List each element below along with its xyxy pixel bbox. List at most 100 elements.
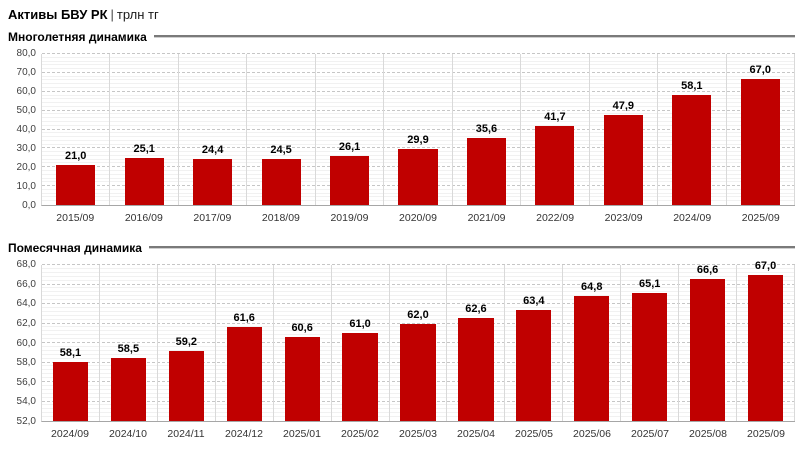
bar-value-label: 24,4: [201, 143, 224, 156]
x-tick-label: 2025/04: [457, 428, 495, 440]
bar-cell: 24,5: [247, 54, 316, 205]
bar-cell: 62,0: [390, 265, 448, 421]
monthly-bar-chart: 52,0 54,0 56,0 58,0 60,0 62,0 64,0 66,0 68,0 58,…: [8, 260, 795, 440]
x-tick-label: 2025/01: [283, 428, 321, 440]
x-tick-label: 2025/02: [341, 428, 379, 440]
bar-cell: 26,1: [316, 54, 385, 205]
bar: [603, 114, 643, 205]
bar-value-label: 61,0: [349, 318, 371, 331]
bar-cell: 21,0: [42, 54, 111, 205]
gridline-minor: [42, 113, 795, 115]
x-tick-label: 2024/11: [167, 428, 205, 440]
monthly-section-header: Помесячная динамика: [0, 239, 800, 256]
y-tick-label: 0,0: [22, 200, 36, 211]
gridline-minor: [42, 105, 795, 107]
bar-value-label: 66,6: [696, 263, 719, 276]
x-tick-label: 2025/09: [747, 428, 785, 440]
y-tick-label: 50,0: [16, 105, 36, 116]
gridline-minor: [42, 318, 795, 320]
bar-cell: 60,6: [274, 265, 332, 421]
gridline-minor: [42, 64, 795, 66]
annual-section-header: Многолетняя динамика: [0, 28, 800, 45]
y-tick-label: 80,0: [16, 48, 36, 59]
y-axis: 0,0 10,0 20,0 30,0 40,0 50,0 60,0 70,0 80,0: [8, 49, 41, 211]
bar-cell: 66,6: [679, 264, 738, 421]
x-tick-label: 2019/09: [330, 212, 369, 224]
gridline-minor: [42, 279, 795, 281]
bar: [747, 274, 784, 421]
gridline-minor: [42, 271, 795, 273]
gridline-minor: [42, 143, 795, 145]
bar: [535, 126, 575, 205]
x-tick-label: 2016/09: [124, 212, 163, 224]
bar-value-label: 26,1: [338, 140, 361, 153]
y-tick-label: 66,0: [16, 278, 36, 290]
bar: [672, 95, 712, 205]
y-tick-label: 62,0: [16, 317, 36, 329]
gridline-minor: [42, 120, 795, 122]
bar: [56, 165, 96, 205]
bar-cell: 59,2: [158, 265, 216, 421]
gridline-major: [42, 283, 795, 285]
gridline-minor: [42, 287, 795, 289]
gridline-major: [42, 322, 795, 324]
bar-value-label: 67,0: [754, 259, 777, 272]
bar-value-label: 59,2: [175, 335, 198, 348]
gridline-minor: [42, 306, 795, 308]
gridline-major: [42, 264, 795, 265]
x-axis: 2024/09 2024/10 2024/11 2024/12 2025/01 2025/…: [41, 422, 795, 440]
x-tick-label: 2025/05: [515, 428, 553, 440]
bar-value-label: 41,7: [544, 111, 566, 124]
bar: [226, 327, 262, 421]
monthly-chart-section: Помесячная динамика 52,0 54,0 56,0 58,0 60,0…: [0, 239, 800, 440]
x-tick-label: 2020/09: [399, 212, 437, 224]
gridline-minor: [42, 136, 795, 138]
bar: [400, 323, 436, 421]
bar-cell: 61,0: [332, 265, 390, 421]
gridline-minor: [42, 68, 795, 70]
x-tick-label: 2018/09: [261, 212, 300, 224]
x-axis: 2015/09 2016/09 2017/09 2018/09 2019/09 2020/…: [41, 206, 795, 224]
x-tick-label: 2025/08: [689, 428, 727, 440]
bar-value-label: 35,6: [475, 122, 498, 135]
bar-value-label: 24,5: [270, 143, 292, 156]
y-tick-label: 54,0: [16, 396, 36, 408]
gridline-major: [42, 303, 795, 304]
section-rule: [153, 35, 795, 38]
x-tick-label: 2025/03: [399, 428, 437, 440]
gridline-major: [42, 109, 795, 111]
gridline-major: [42, 53, 795, 54]
annual-bar-chart: 0,0 10,0 20,0 30,0 40,0 50,0 60,0 70,0 80,0 21,0…: [8, 49, 795, 224]
gridline-minor: [42, 310, 795, 312]
bar: [740, 78, 780, 205]
bar-cell: 47,9: [590, 54, 659, 205]
gridline-minor: [42, 291, 795, 293]
y-tick-label: 40,0: [16, 124, 36, 135]
x-tick-label: 2024/09: [51, 428, 89, 440]
bar-cell: 62,6: [447, 265, 506, 421]
bar-value-label: 58,5: [117, 342, 140, 355]
page-title: Активы БВУ РК | трлн тг: [0, 0, 800, 23]
gridline-major: [42, 71, 795, 73]
y-tick-label: 70,0: [16, 67, 36, 78]
gridline-minor: [42, 56, 795, 58]
bar: [193, 158, 233, 205]
plot-area: 58,1 58,5 59,2 61,6 60,6 61,0 62,0 62,6 63,4 64,8…: [41, 260, 795, 422]
x-tick-label: 2025/06: [573, 428, 611, 440]
y-tick-label: 56,0: [16, 376, 36, 388]
bar: [574, 296, 610, 421]
x-tick-label: 2024/10: [109, 428, 147, 440]
bar: [342, 333, 378, 421]
y-tick-label: 58,0: [16, 357, 36, 369]
bar-cell: 25,1: [110, 54, 179, 205]
y-tick-label: 68,0: [16, 259, 36, 270]
x-tick-label: 2025/09: [741, 212, 780, 224]
bar: [110, 357, 147, 421]
x-tick-label: 2023/09: [604, 212, 643, 224]
bar-value-label: 58,1: [681, 80, 703, 93]
x-tick-label: 2025/07: [631, 428, 669, 440]
gridline-minor: [42, 275, 795, 277]
bar-cell: 64,8: [563, 265, 622, 421]
gridline-minor: [42, 117, 795, 119]
